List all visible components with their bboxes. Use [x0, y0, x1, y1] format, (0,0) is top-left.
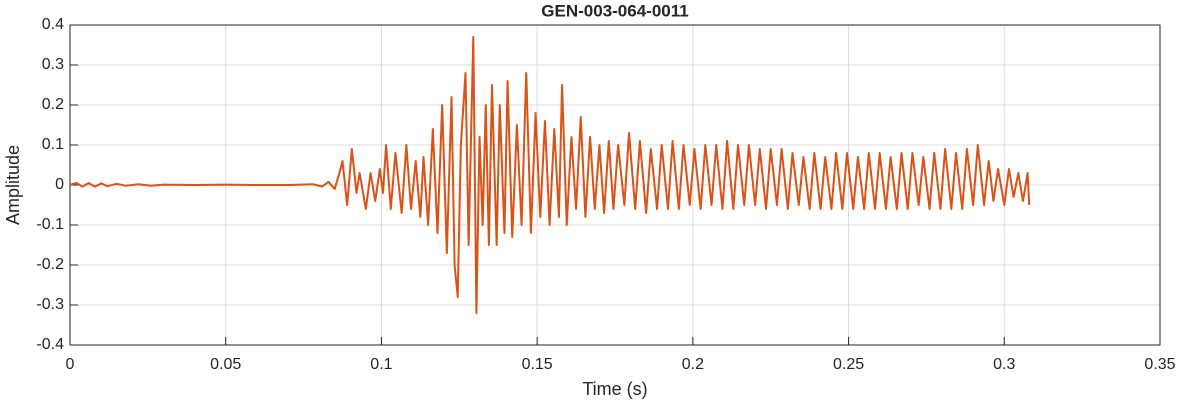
y-axis-label: Amplitude [3, 145, 23, 225]
x-axis-label: Time (s) [582, 379, 647, 399]
y-tick-label: -0.1 [36, 216, 64, 233]
y-tick-label: -0.2 [36, 256, 64, 273]
y-tick-label: 0.2 [42, 96, 64, 113]
x-tick-label: 0.1 [370, 356, 392, 373]
y-tick-label: -0.3 [36, 296, 64, 313]
x-tick-label: 0.25 [833, 356, 864, 373]
waveform-line [69, 36, 1031, 314]
y-tick-label: 0.3 [42, 56, 64, 73]
x-tick-label: 0.3 [993, 356, 1015, 373]
y-tick-label: -0.4 [36, 336, 64, 353]
x-tick-label: 0.35 [1144, 356, 1175, 373]
x-tick-label: 0.2 [682, 356, 704, 373]
y-tick-label: 0.4 [42, 16, 64, 33]
y-tick-label: 0.1 [42, 136, 64, 153]
chart-title: GEN-003-064-0011 [541, 1, 688, 20]
y-tick-label: 0 [55, 176, 64, 193]
x-tick-label: 0.15 [522, 356, 553, 373]
x-tick-label: 0.05 [210, 356, 241, 373]
x-tick-label: 0 [66, 356, 75, 373]
